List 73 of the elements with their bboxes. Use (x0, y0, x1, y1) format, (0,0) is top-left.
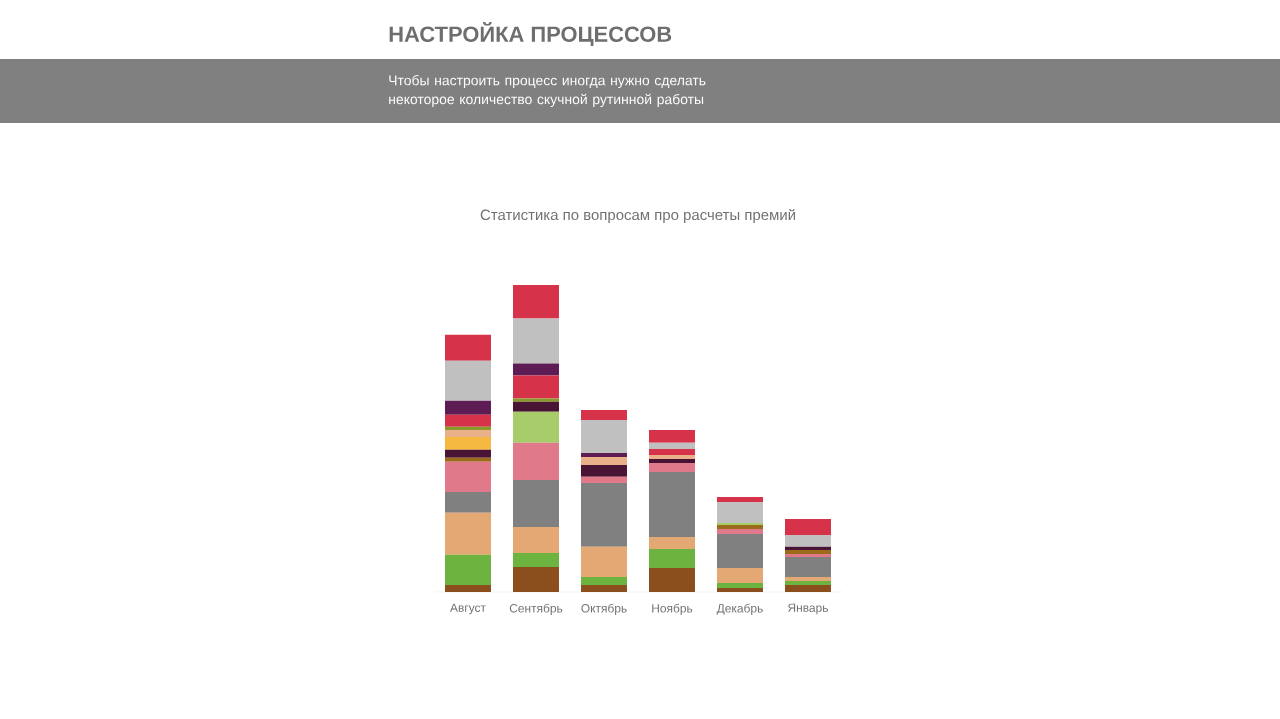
bar (444, 491, 491, 513)
bar (444, 554, 491, 585)
bar (580, 476, 627, 483)
bar (580, 576, 627, 585)
bar (716, 525, 763, 530)
bar (648, 448, 695, 456)
bar (512, 401, 559, 412)
bar (580, 584, 627, 592)
bar (512, 375, 559, 399)
bar (512, 284, 559, 319)
bar (648, 463, 695, 472)
bar (444, 457, 491, 462)
bar (784, 518, 831, 535)
bar (648, 537, 695, 549)
bar (512, 553, 559, 568)
bar (784, 534, 831, 547)
bar (444, 436, 491, 450)
bar (444, 360, 491, 401)
chart-subtitle: Чтобы настроить процесс иногда нужно сделать некоторое количество скучной рутинной работы (389, 74, 706, 108)
bar (784, 584, 831, 592)
bar (648, 549, 695, 569)
bar (580, 409, 627, 421)
bar (716, 522, 763, 526)
bar (512, 567, 559, 592)
bar (784, 576, 831, 581)
text: Статистика по вопросам про расчеты премий (480, 208, 796, 224)
chart-title: НАСТРОЙКА ПРОЦЕССОВ (389, 21, 672, 47)
bar (648, 459, 695, 464)
bar (444, 414, 491, 427)
bar (784, 546, 831, 550)
bar (648, 455, 695, 460)
bar (784, 553, 831, 557)
x-tick-label: Январь (788, 603, 828, 615)
bar (648, 568, 695, 592)
bar (580, 546, 627, 577)
bar (512, 411, 559, 443)
bar (580, 464, 627, 477)
bar (512, 398, 559, 402)
bar (580, 456, 627, 465)
bar (716, 502, 763, 523)
bar (648, 429, 695, 443)
x-tick-label: Ноябрь (652, 603, 693, 615)
bar (512, 318, 559, 364)
bar (444, 400, 491, 415)
bar (716, 533, 763, 569)
bar (580, 420, 627, 453)
bar (512, 526, 559, 553)
bar (716, 497, 763, 503)
bar (784, 549, 831, 554)
bar (648, 471, 695, 538)
bar (444, 429, 491, 437)
bar (716, 583, 763, 588)
bar (444, 334, 491, 361)
bar (784, 556, 831, 577)
bar (444, 426, 491, 430)
bar (512, 442, 559, 480)
bar (648, 442, 695, 449)
bar (716, 587, 763, 592)
x-tick-label: Октябрь (581, 603, 627, 615)
bar (784, 580, 831, 585)
bar (512, 479, 559, 527)
x-tick-label: Август (450, 603, 486, 615)
bar (716, 568, 763, 584)
bar (444, 461, 491, 492)
bar (580, 452, 627, 457)
bar (716, 529, 763, 534)
x-tick-label: Сентябрь (509, 603, 563, 615)
bar (512, 363, 559, 376)
bar (444, 449, 491, 458)
bar (580, 483, 627, 547)
bar (444, 512, 491, 555)
bar (444, 584, 491, 592)
x-tick-label: Декабрь (716, 603, 763, 615)
